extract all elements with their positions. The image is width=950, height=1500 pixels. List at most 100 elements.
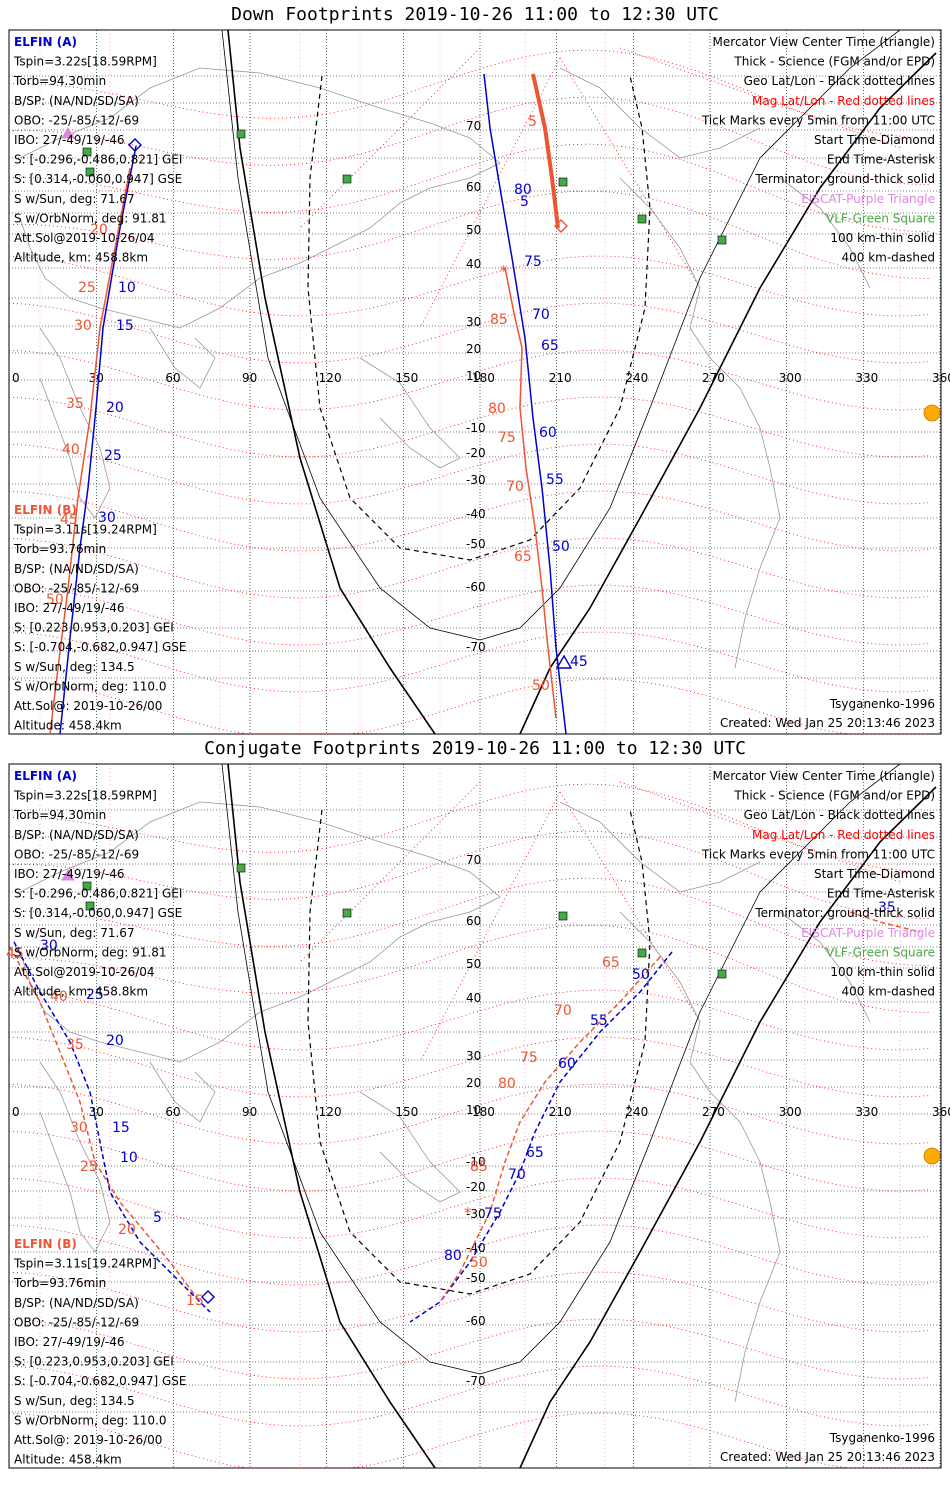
elfin-b-time-label: 25 xyxy=(78,280,96,296)
coastline xyxy=(149,1061,216,1123)
mag-lon-gridline xyxy=(619,781,901,883)
lon-tick-label: 30 xyxy=(89,1105,104,1119)
elfin-b-conj-time-label: 75 xyxy=(520,1050,538,1066)
lon-tick-label: 360 xyxy=(932,371,950,385)
vlf-station-marker xyxy=(637,948,647,958)
elfin-a-info-line: IBO: 27/-49/19/-46 xyxy=(14,133,125,147)
elfin-a-info-line: OBO: -25/-85/-12/-69 xyxy=(14,847,139,861)
lat-tick-label: 40 xyxy=(466,991,481,1005)
legend-line: Terminator: ground-thick solid xyxy=(754,906,935,920)
coastline xyxy=(359,1091,461,1203)
lat-tick-label: -20 xyxy=(466,446,486,460)
elfin-b-conj-track-right xyxy=(439,956,661,1303)
elfin-b-info-line: Tspin=3.11s[19.24RPM] xyxy=(13,1257,157,1271)
elfin-b-info-line: B/SP: (NA/ND/SD/SA) xyxy=(14,1296,139,1310)
elfin-b-time-label: 20 xyxy=(90,222,108,238)
elfin-b-time-label: 45 xyxy=(60,512,78,528)
elfin-a-info-line: S w/Sun, deg: 71.67 xyxy=(14,926,135,940)
elfin-b-info-line: IBO: 27/-49/19/-46 xyxy=(14,601,125,615)
legend-line: 100 km-thin solid xyxy=(830,231,935,245)
elfin-b-start-diamond xyxy=(554,219,568,233)
created-timestamp: Created: Wed Jan 25 20:13:46 2023 xyxy=(720,716,935,730)
coastline xyxy=(39,1061,111,1253)
legend-line: End Time-Asterisk xyxy=(827,153,935,167)
elfin-a-conj-time-label: 25 xyxy=(86,987,104,1003)
coastline xyxy=(39,327,111,519)
terminator-400km xyxy=(307,809,651,1295)
elfin-b-info-line: B/SP: (NA/ND/SD/SA) xyxy=(14,562,139,576)
elfin-a-info-line: S w/OrbNorm, deg: 91.81 xyxy=(14,211,166,225)
vlf-station-marker xyxy=(558,177,568,187)
elfin-b-conj-time-label: 80 xyxy=(498,1076,516,1092)
terminator-100km xyxy=(221,29,901,641)
elfin-a-time-label: 65 xyxy=(541,338,559,354)
sun-icon xyxy=(923,404,941,422)
elfin-a-start-diamond xyxy=(201,1290,215,1304)
legend-line: VLF-Green Square xyxy=(826,945,935,959)
terminator-400km xyxy=(307,75,651,561)
lon-tick-label: 330 xyxy=(855,371,878,385)
vlf-station-marker xyxy=(637,214,647,224)
elfin-b-time-label: 65 xyxy=(514,549,532,565)
elfin-b-conj-time-label: 70 xyxy=(554,1003,572,1019)
legend-line: Thick - Science (FGM and/or EPD) xyxy=(733,789,935,803)
elfin-b-end-asterisk: * xyxy=(500,262,508,280)
eiscat-triangle-marker xyxy=(61,127,75,139)
legend-line: EISCAT-Purple Triangle xyxy=(801,926,935,940)
lon-tick-label: 180 xyxy=(472,1105,495,1119)
elfin-b-end-asterisk: * xyxy=(464,1204,472,1222)
lat-tick-label: -50 xyxy=(466,537,486,551)
lat-tick-label: -70 xyxy=(466,640,486,654)
coastline xyxy=(559,801,761,893)
lat-tick-label: 20 xyxy=(466,1076,481,1090)
elfin-a-info-line: OBO: -25/-85/-12/-69 xyxy=(14,113,139,127)
lat-tick-label: -20 xyxy=(466,1180,486,1194)
elfin-b-time-label: 5 xyxy=(528,114,537,130)
elfin-b-info-line: S: [0.223,0.953,0.203] GEI xyxy=(14,621,174,635)
lon-tick-label: 90 xyxy=(242,371,257,385)
elfin-a-info-line: S: [0.314,-0.060,0.947] GSE xyxy=(14,172,182,186)
elfin-a-time-label: 45 xyxy=(570,654,588,670)
vlf-station-marker xyxy=(717,235,727,245)
legend-line: VLF-Green Square xyxy=(826,211,935,225)
elfin-b-info-line: S: [-0.704,-0.682,0.947] GSE xyxy=(14,1374,187,1388)
elfin-b-time-label: 35 xyxy=(66,396,84,412)
legend-line: Thick - Science (FGM and/or EPD) xyxy=(733,55,935,69)
elfin-b-info-line: Altitude: 458.4km xyxy=(14,719,122,733)
elfin-b-conj-time-label: 25 xyxy=(80,1159,98,1175)
lon-tick-label: 270 xyxy=(702,1105,725,1119)
legend-line: Tick Marks every 5min from 11:00 UTC xyxy=(701,847,935,861)
elfin-a-name: ELFIN (A) xyxy=(14,769,77,783)
lon-tick-label: 60 xyxy=(165,1105,180,1119)
elfin-a-conj-time-label: 70 xyxy=(508,1167,526,1183)
vlf-station-marker xyxy=(236,863,246,873)
elfin-b-conj-time-label: 30 xyxy=(70,1120,88,1136)
elfin-a-info-line: S: [-0.296,-0.486,0.821] GEI xyxy=(14,887,182,901)
elfin-a-info-line: S: [0.314,-0.060,0.947] GSE xyxy=(14,906,182,920)
lon-tick-label: 30 xyxy=(89,371,104,385)
terminator-ground-left xyxy=(227,763,436,1469)
mag-lon-gridline xyxy=(619,47,901,149)
vlf-station-marker xyxy=(342,174,352,184)
model-label: Tsyganenko-1996 xyxy=(829,697,935,711)
elfin-a-time-label: 5 xyxy=(520,194,529,210)
elfin-b-info-line: S: [0.223,0.953,0.203] GEI xyxy=(14,1355,174,1369)
terminator-100km xyxy=(221,763,901,1375)
coastline xyxy=(779,911,871,1023)
mag-lon-gridline xyxy=(559,791,701,1023)
elfin-a-track-left xyxy=(59,145,137,735)
elfin-b-science-segment xyxy=(531,73,560,229)
elfin-a-name: ELFIN (A) xyxy=(14,35,77,49)
elfin-a-conj-time-label: 60 xyxy=(558,1056,576,1072)
lon-tick-label: 300 xyxy=(779,371,802,385)
coastline xyxy=(779,177,871,289)
elfin-b-info-line: OBO: -25/-85/-12/-69 xyxy=(14,1315,139,1329)
legend-line: 100 km-thin solid xyxy=(830,965,935,979)
elfin-b-info-line: OBO: -25/-85/-12/-69 xyxy=(14,581,139,595)
elfin-b-info-line: IBO: 27/-49/19/-46 xyxy=(14,1335,125,1349)
lat-tick-label: 50 xyxy=(466,223,481,237)
lat-tick-label: 60 xyxy=(466,914,481,928)
elfin-a-info-line: B/SP: (NA/ND/SD/SA) xyxy=(14,94,139,108)
legend-line: Mercator View Center Time (triangle) xyxy=(713,35,935,49)
elfin-a-track-right xyxy=(483,73,567,735)
